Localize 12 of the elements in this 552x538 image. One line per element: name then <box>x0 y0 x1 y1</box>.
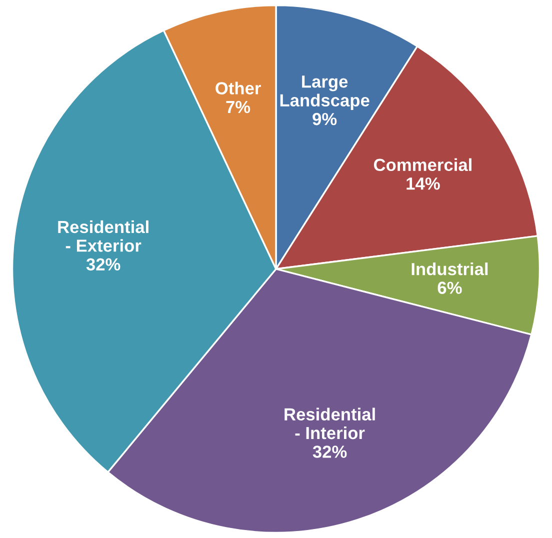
data-label: 14% <box>406 177 440 190</box>
data-label: 9% <box>312 112 337 126</box>
data-label: 6% <box>438 282 462 294</box>
data-label: 32% <box>86 258 120 271</box>
data-label: 32% <box>312 446 347 458</box>
slice-label: Industrial <box>412 262 488 276</box>
slice-label: Large Landscape <box>280 76 370 110</box>
data-label: 7% <box>226 100 250 114</box>
slice-label: Commercial <box>374 158 472 172</box>
slice-label: Residential - Exterior <box>58 220 148 252</box>
slice-label: Residential - Interior <box>284 408 375 440</box>
slice-label: Other <box>216 82 261 94</box>
